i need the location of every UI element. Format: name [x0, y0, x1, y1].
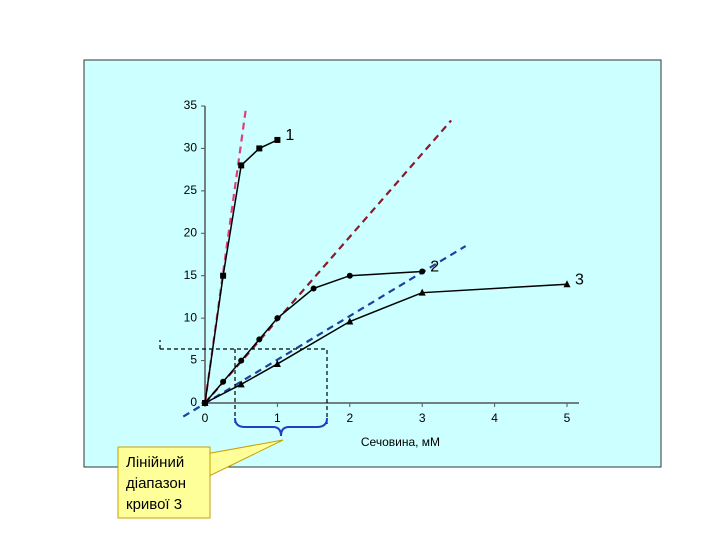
callout-text: Лінійний	[126, 454, 184, 471]
point	[238, 162, 245, 169]
series-line	[204, 283, 568, 404]
series-line	[204, 270, 423, 404]
point	[418, 288, 426, 296]
series-label: 2	[430, 259, 439, 276]
x-tick-label: 3	[419, 411, 426, 425]
x-tick-label: 1	[274, 411, 281, 425]
point	[220, 378, 227, 385]
point	[346, 317, 354, 325]
point	[201, 399, 209, 406]
point	[346, 272, 353, 279]
plot: 0 5 10 15 20 25 30 35 0 1 2 3 4 5 Сечовина, мМ 1 2 3	[159, 98, 584, 449]
point	[237, 380, 245, 388]
point	[310, 285, 317, 292]
callout-text: кривої 3	[126, 496, 182, 513]
callout-cover	[119, 448, 209, 517]
y-tick-label: 15	[184, 268, 198, 282]
point	[238, 357, 245, 364]
point	[274, 136, 281, 143]
x-tick-label: 2	[346, 411, 353, 425]
point	[274, 315, 281, 322]
series-label: 3	[575, 271, 584, 288]
point	[419, 268, 426, 275]
callout-text: діапазон	[126, 475, 186, 492]
x-tick-label: 5	[564, 411, 571, 425]
point	[256, 145, 263, 152]
reference-line	[182, 245, 467, 418]
x-tick-label: 4	[491, 411, 498, 425]
range-brace	[234, 417, 328, 437]
x-axis-label: Сечовина, мМ	[361, 435, 440, 449]
x-tick-label: 0	[202, 411, 209, 425]
point	[220, 272, 227, 279]
y-tick-label: 30	[184, 141, 198, 155]
point	[256, 336, 263, 343]
y-tick-label: 5	[190, 353, 197, 367]
chart-panel	[83, 59, 662, 468]
series-label: 1	[285, 127, 294, 144]
point	[273, 359, 281, 367]
y-tick-label: 20	[184, 225, 198, 239]
y-tick-label: 25	[184, 183, 198, 197]
y-tick-label: 0	[190, 395, 197, 409]
y-tick-label: 10	[184, 310, 198, 324]
y-tick-label: 35	[184, 98, 198, 112]
point	[563, 280, 571, 288]
